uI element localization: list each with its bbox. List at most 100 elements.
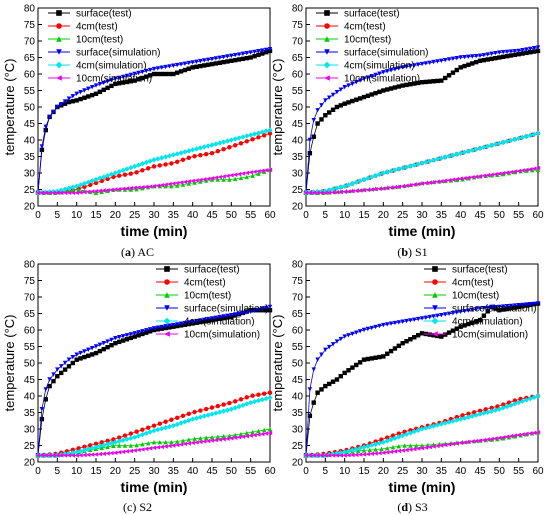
data-point	[236, 57, 242, 62]
data-point	[439, 334, 444, 339]
legend-marker	[163, 317, 171, 325]
data-point	[186, 60, 191, 66]
data-point	[380, 170, 386, 176]
legend-label: 4cm(test)	[452, 278, 494, 289]
data-point	[178, 150, 184, 156]
data-point	[217, 314, 222, 320]
data-point	[124, 436, 130, 442]
data-point	[520, 168, 525, 173]
data-point	[531, 49, 537, 54]
data-point	[381, 322, 386, 328]
y-tick-label: 20	[24, 202, 36, 213]
data-point	[209, 405, 215, 410]
data-point	[396, 84, 401, 89]
data-point	[497, 171, 502, 176]
data-point	[155, 325, 161, 330]
data-point	[392, 167, 398, 173]
data-point	[419, 426, 425, 432]
data-point	[169, 417, 174, 422]
data-point	[252, 308, 257, 314]
data-point	[446, 311, 452, 317]
data-point	[229, 436, 234, 441]
data-point	[412, 335, 417, 340]
data-point	[311, 400, 316, 405]
data-point	[493, 51, 498, 56]
data-point	[263, 308, 269, 313]
data-point	[209, 61, 215, 67]
x-tick-label: 5	[323, 466, 329, 477]
y-tick-label: 20	[24, 458, 36, 469]
x-axis-label: time (min)	[389, 223, 456, 239]
data-point	[66, 357, 72, 362]
data-point	[267, 390, 273, 395]
data-point	[508, 306, 514, 311]
data-point	[186, 320, 191, 325]
legend-marker	[432, 305, 438, 311]
data-point	[217, 140, 223, 146]
data-point	[461, 415, 468, 421]
data-point	[240, 134, 246, 140]
data-point	[481, 410, 487, 416]
data-point	[163, 419, 168, 424]
data-point	[180, 413, 186, 418]
data-point	[175, 322, 180, 327]
data-point	[113, 187, 118, 192]
data-point	[465, 148, 472, 154]
data-point	[365, 451, 371, 457]
data-point	[427, 314, 432, 320]
data-point	[240, 171, 246, 176]
data-point	[350, 81, 355, 87]
data-point	[101, 80, 106, 86]
data-point	[357, 445, 363, 451]
data-point	[175, 70, 180, 75]
legend-label: 4cm(simulation)	[76, 61, 147, 72]
data-point	[122, 433, 128, 438]
data-point	[263, 128, 269, 134]
data-point	[186, 441, 191, 446]
data-point	[427, 332, 432, 337]
data-point	[442, 154, 448, 160]
data-point	[209, 177, 215, 182]
x-tick-label: 10	[71, 466, 83, 477]
data-point	[144, 74, 149, 79]
data-point	[481, 52, 487, 58]
data-point	[85, 446, 91, 452]
data-point	[109, 450, 114, 456]
data-point	[186, 437, 191, 442]
data-point	[361, 444, 367, 450]
data-point	[77, 448, 84, 454]
data-point	[244, 174, 249, 180]
data-point	[485, 57, 490, 62]
data-point	[250, 173, 255, 178]
data-point	[113, 76, 118, 82]
data-point	[220, 139, 227, 145]
data-point	[446, 419, 452, 425]
data-point	[238, 397, 244, 402]
data-point	[473, 53, 479, 59]
series-line	[38, 133, 271, 194]
data-point	[489, 305, 494, 310]
data-point	[89, 92, 95, 98]
data-point	[369, 451, 374, 456]
data-point	[327, 190, 332, 195]
data-point	[244, 433, 249, 439]
data-point	[346, 100, 351, 105]
data-point	[55, 367, 60, 372]
data-point	[175, 415, 180, 420]
series-surface-simulation	[303, 301, 541, 458]
data-point	[105, 438, 110, 444]
data-point	[535, 48, 541, 54]
data-point	[198, 58, 203, 64]
data-point	[450, 310, 456, 316]
data-point	[140, 331, 145, 337]
data-point	[423, 159, 429, 165]
data-point	[248, 50, 253, 55]
data-point	[213, 410, 219, 416]
data-point	[458, 440, 463, 446]
data-point	[262, 391, 267, 396]
data-point	[155, 427, 161, 433]
data-point	[492, 407, 499, 413]
data-point	[136, 447, 141, 453]
data-point	[244, 51, 249, 56]
data-point	[192, 153, 197, 159]
